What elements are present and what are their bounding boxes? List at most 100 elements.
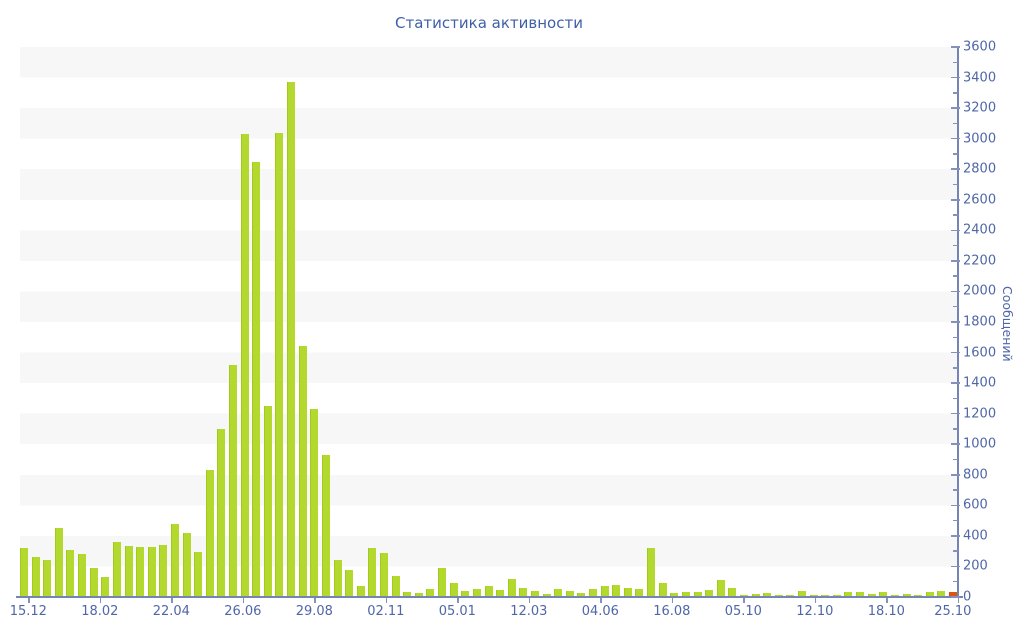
y-major-tick	[951, 290, 960, 293]
chart-title: Статистика активности	[395, 14, 583, 32]
bar	[136, 546, 145, 597]
bar	[379, 552, 388, 597]
y-minor-tick	[953, 61, 958, 64]
y-tick-label: 600	[963, 497, 988, 513]
bar	[20, 548, 28, 597]
y-major-tick	[951, 535, 960, 537]
bar	[159, 545, 168, 597]
y-major-tick	[951, 168, 960, 170]
x-tick	[99, 598, 102, 603]
bar	[263, 406, 272, 597]
bar	[681, 591, 690, 597]
y-major-tick	[951, 199, 960, 201]
y-tick-label: 1000	[963, 436, 997, 452]
y-minor-tick	[953, 244, 958, 247]
bar	[449, 582, 458, 597]
bar	[356, 586, 365, 597]
x-tick-label: 18.10	[867, 604, 905, 619]
y-major-tick	[951, 382, 960, 384]
y-minor-tick	[953, 92, 958, 94]
y-minor-tick	[953, 153, 958, 155]
y-minor-tick	[953, 397, 958, 400]
bar	[856, 591, 865, 597]
y-minor-tick	[953, 519, 958, 522]
bar	[403, 591, 412, 597]
bar	[949, 591, 957, 597]
y-minor-tick	[953, 428, 958, 430]
x-tick-label: 05.01	[438, 604, 476, 619]
bar	[751, 593, 760, 597]
y-major-tick	[951, 46, 960, 48]
bar	[391, 575, 400, 597]
bar	[902, 594, 911, 597]
y-tick-label: 2600	[963, 192, 997, 208]
bar	[623, 587, 632, 597]
y-tick-label: 1400	[963, 375, 997, 391]
x-tick	[600, 598, 602, 603]
plot-area	[20, 47, 958, 597]
x-tick-label: 18.02	[81, 604, 119, 619]
x-tick	[814, 598, 817, 603]
bar	[287, 82, 296, 597]
bar	[879, 591, 888, 597]
bar	[705, 590, 714, 597]
bar	[182, 532, 191, 597]
bar	[321, 454, 330, 597]
y-major-tick	[951, 351, 960, 354]
y-major-tick	[951, 474, 960, 476]
bar	[43, 560, 52, 597]
y-major-tick	[951, 565, 960, 568]
bar	[647, 548, 656, 597]
x-tick-label: 29.08	[295, 604, 333, 619]
bar	[472, 588, 481, 597]
y-minor-tick	[953, 183, 958, 186]
y-axis-title: Сообщений	[1000, 286, 1015, 362]
y-major-tick	[951, 596, 960, 598]
y-major-tick	[951, 76, 960, 79]
bar	[252, 161, 261, 597]
y-tick-label: 1600	[963, 345, 997, 361]
bar	[147, 546, 156, 597]
bar	[867, 594, 876, 597]
bar	[716, 580, 725, 597]
bar	[426, 589, 435, 597]
x-tick-label: 12.10	[796, 604, 834, 619]
bar	[54, 528, 63, 597]
bars-container	[20, 47, 958, 597]
bar	[461, 590, 470, 597]
bar	[937, 590, 946, 597]
bar	[298, 346, 307, 597]
bar	[194, 551, 203, 597]
bar	[589, 588, 597, 597]
y-minor-tick	[953, 458, 958, 461]
y-major-tick	[951, 107, 960, 109]
x-axis-line	[16, 596, 963, 598]
y-major-tick	[951, 321, 960, 323]
y-major-tick	[951, 412, 960, 415]
x-tick	[743, 598, 745, 603]
bar	[275, 132, 284, 597]
y-minor-tick	[953, 580, 958, 583]
bar	[542, 593, 551, 597]
bar	[229, 364, 238, 597]
y-minor-tick	[953, 214, 958, 216]
y-tick-label: 0	[963, 589, 972, 605]
bar	[345, 569, 354, 597]
bar	[66, 549, 75, 597]
bar	[507, 579, 516, 597]
x-tick	[314, 598, 316, 603]
x-tick	[28, 598, 30, 603]
x-tick-label: 16.08	[653, 604, 691, 619]
bar	[577, 593, 586, 597]
bar	[763, 593, 772, 597]
x-tick-label: 05.10	[724, 604, 762, 619]
x-tick-label: 02.11	[367, 604, 405, 619]
x-tick-label: 26.06	[224, 604, 262, 619]
bar	[170, 523, 179, 597]
bar	[414, 593, 423, 597]
y-minor-tick	[953, 305, 958, 308]
bar	[484, 585, 493, 597]
y-minor-tick	[953, 275, 958, 277]
bar	[565, 590, 574, 597]
